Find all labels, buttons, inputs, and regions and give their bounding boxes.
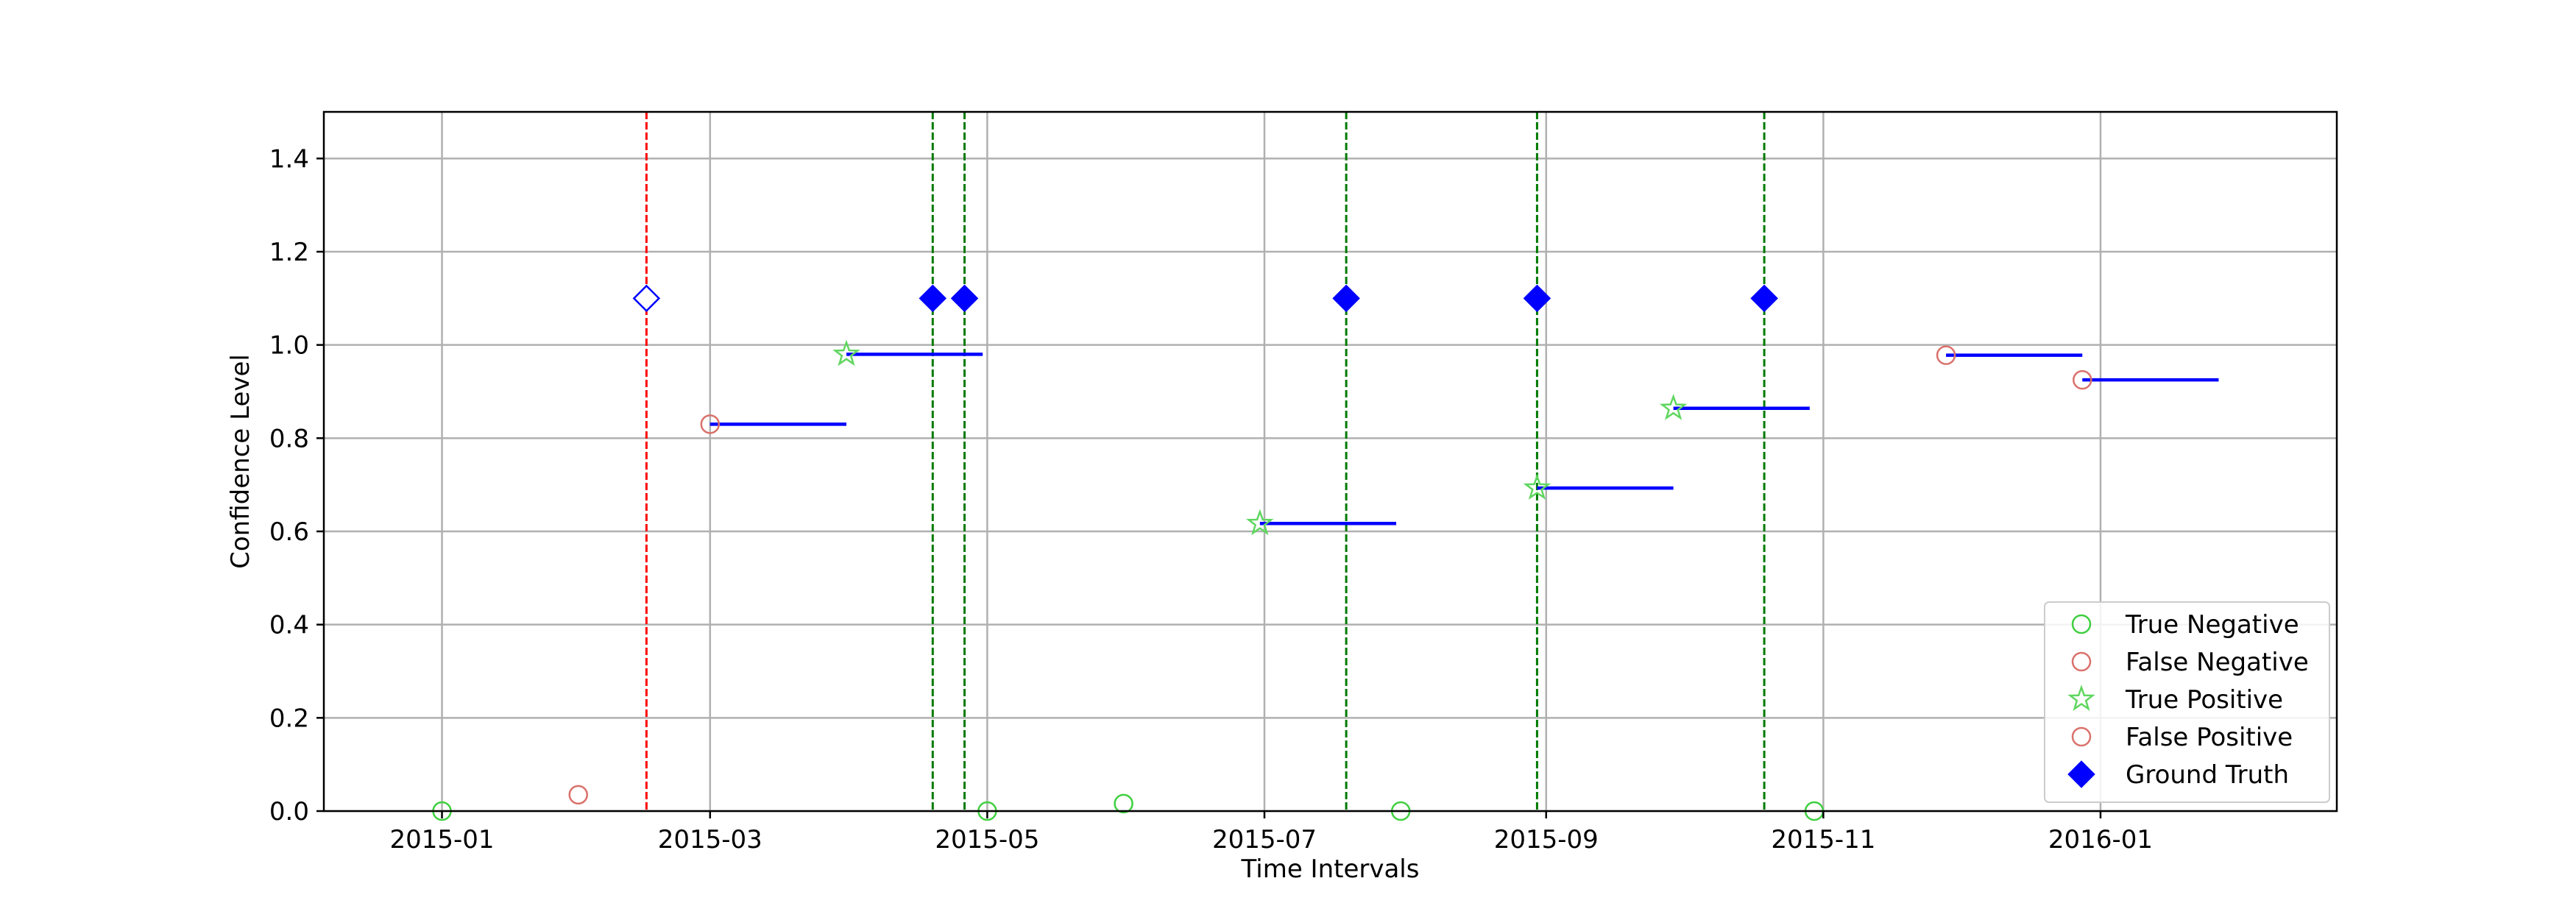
legend-false-positive-marker (2071, 726, 2092, 747)
legend-true-negative-marker (2071, 614, 2092, 634)
true-positive-marker (1659, 394, 1688, 420)
ground-truth-marker (632, 284, 661, 313)
x-tick-label: 2015-09 (1494, 825, 1599, 854)
legend-false-negative-marker (2071, 651, 2092, 672)
y-tick-label: 0.4 (269, 611, 309, 640)
interval-lines-layer (710, 353, 2219, 526)
x-axis-label: Time Intervals (1241, 854, 1420, 884)
x-tick-label: 2015-05 (935, 825, 1039, 854)
legend-true-positive-marker (2067, 684, 2095, 711)
vertical-lines-layer (645, 112, 1766, 811)
legend-label: True Positive (2125, 685, 2283, 715)
legend-label: False Positive (2126, 723, 2293, 752)
legend-label: False Negative (2126, 648, 2309, 677)
false-positive-marker (700, 414, 721, 434)
x-tick-label: 2015-03 (658, 825, 762, 854)
false-positive-marker (1936, 345, 1956, 365)
ground-truth-marker (1750, 284, 1778, 313)
x-tick-label: 2015-01 (389, 825, 494, 854)
y-tick-label: 1.0 (269, 331, 309, 361)
x-tick-label: 2015-11 (1771, 825, 1875, 854)
legend-box (2044, 601, 2330, 803)
ground-truth-marker (1523, 284, 1551, 313)
true-positive-marker (1523, 473, 1551, 500)
y-tick-label: 0.0 (269, 797, 309, 827)
y-tick-label: 0.8 (269, 424, 309, 453)
ground-truth-marker (1332, 284, 1360, 313)
legend-ground-truth-marker (2067, 760, 2095, 788)
y-tick-label: 1.4 (269, 144, 309, 174)
plot-frame (322, 110, 2338, 813)
ground-truth-marker (950, 284, 979, 313)
tick-layer: 2015-01 2015-03 2015-05 2015-07 2015-09 2015-… (269, 144, 2153, 854)
y-tick-label: 0.6 (269, 517, 309, 547)
true-positive-marker (1246, 509, 1274, 536)
ground-truth-marker (919, 284, 947, 313)
true-positive-marker (832, 339, 860, 367)
legend: True Negative False Negative True Positive… (2044, 601, 2330, 803)
legend-label: Ground Truth (2126, 760, 2289, 790)
y-tick-label: 1.2 (269, 238, 309, 267)
false-positive-marker (2073, 369, 2092, 390)
y-tick-label: 0.2 (269, 704, 309, 733)
true-negative-marker (1114, 793, 1133, 814)
false-negative-marker (568, 785, 588, 805)
y-axis-label: Confidence Level (226, 354, 255, 569)
x-tick-label: 2015-07 (1212, 825, 1317, 854)
x-tick-label: 2016-01 (2048, 825, 2153, 854)
legend-label: True Negative (2125, 610, 2299, 640)
markers-layer (432, 284, 2092, 821)
